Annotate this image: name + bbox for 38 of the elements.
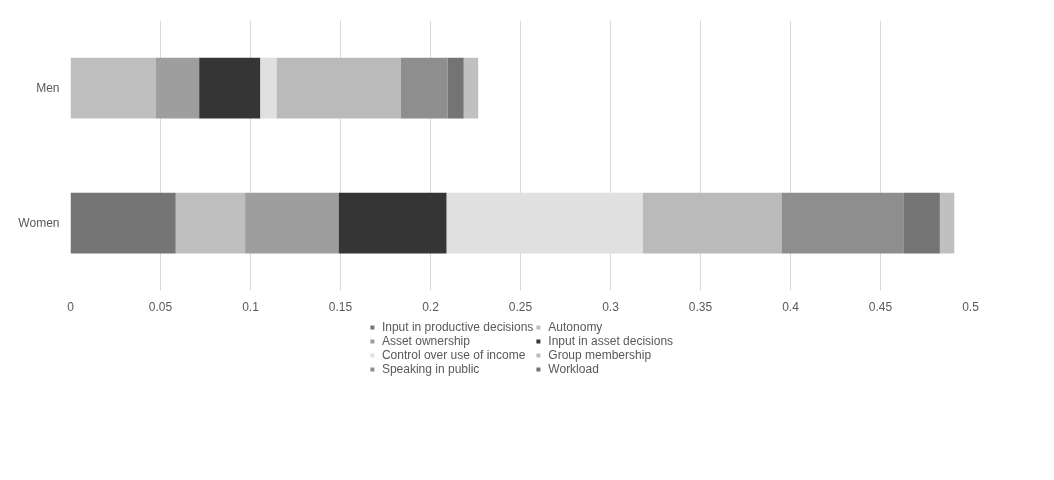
bar bbox=[175, 192, 246, 254]
legend-label: Speaking in public bbox=[381, 362, 480, 376]
legend-label: Workload bbox=[548, 362, 599, 376]
bar bbox=[70, 57, 156, 119]
legend-label: Input in productive decisions bbox=[381, 320, 534, 334]
bar bbox=[245, 192, 339, 254]
bar bbox=[156, 57, 200, 119]
bar bbox=[447, 57, 464, 119]
x-tick-label: 0.05 bbox=[148, 299, 173, 314]
bar bbox=[446, 192, 643, 254]
legend-label: Group membership bbox=[548, 348, 652, 362]
legend-label: Control over use of income bbox=[381, 348, 526, 362]
bar bbox=[199, 57, 261, 119]
bar bbox=[642, 192, 782, 254]
x-tick-label: 0.1 bbox=[242, 299, 260, 314]
y-tick-label: Men bbox=[36, 81, 60, 95]
x-tick-label: 0.4 bbox=[782, 299, 800, 314]
x-tick-label: 0.2 bbox=[422, 299, 440, 314]
x-tick-label: 0.45 bbox=[868, 299, 893, 314]
legend-label: Autonomy bbox=[548, 320, 603, 334]
bar bbox=[260, 57, 277, 119]
legend-label: Asset ownership bbox=[381, 334, 470, 348]
bar bbox=[400, 57, 448, 119]
x-tick-label: 0.35 bbox=[688, 299, 713, 314]
bar bbox=[939, 192, 955, 254]
x-tick-label: 0.15 bbox=[328, 299, 353, 314]
y-tick-label: Women bbox=[18, 216, 60, 230]
bar bbox=[781, 192, 904, 254]
bar bbox=[903, 192, 940, 254]
bar bbox=[463, 57, 479, 119]
bar bbox=[338, 192, 447, 254]
x-tick-label: 0.5 bbox=[962, 299, 980, 314]
bar bbox=[70, 192, 176, 254]
bar bbox=[276, 57, 401, 119]
x-tick-label: 0 bbox=[67, 299, 75, 314]
x-tick-label: 0.25 bbox=[508, 299, 533, 314]
legend-label: Input in asset decisions bbox=[548, 334, 674, 348]
x-tick-label: 0.3 bbox=[602, 299, 620, 314]
